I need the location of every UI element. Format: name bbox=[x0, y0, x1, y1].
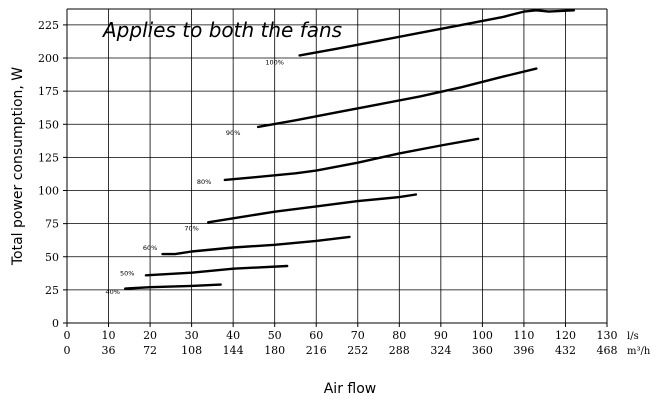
x-tick-label-primary: 100 bbox=[472, 329, 493, 342]
curve-label-60pct: 60% bbox=[143, 244, 157, 252]
x-tick-label-secondary: 432 bbox=[555, 344, 576, 357]
curve-label-40pct: 40% bbox=[105, 288, 119, 296]
x-tick-label-secondary: 360 bbox=[472, 344, 493, 357]
x-tick-label-primary: 20 bbox=[143, 329, 157, 342]
x-tick-label-primary: 0 bbox=[64, 329, 71, 342]
x-unit-primary: l/s bbox=[627, 331, 639, 342]
x-tick-label-primary: 70 bbox=[351, 329, 365, 342]
x-tick-label-secondary: 288 bbox=[389, 344, 410, 357]
x-tick-label-secondary: 72 bbox=[143, 344, 157, 357]
curve-40pct bbox=[124, 283, 222, 290]
y-tick-label: 175 bbox=[38, 85, 59, 98]
annotation-text: Applies to both the fans bbox=[101, 18, 342, 42]
curve-label-90pct: 90% bbox=[226, 129, 240, 137]
y-tick-label: 0 bbox=[52, 317, 59, 330]
y-tick-label: 25 bbox=[45, 284, 59, 297]
curve-90pct bbox=[256, 67, 538, 129]
y-tick-label: 75 bbox=[45, 218, 59, 231]
x-tick-label-primary: 80 bbox=[392, 329, 406, 342]
labels: 0255075100125150175200225001036207230108… bbox=[38, 19, 618, 357]
curve-label-80pct: 80% bbox=[197, 178, 211, 186]
y-tick-label: 225 bbox=[38, 19, 59, 32]
curve-80pct bbox=[223, 137, 480, 182]
x-tick-label-primary: 60 bbox=[309, 329, 323, 342]
x-tick-label-primary: 130 bbox=[597, 329, 618, 342]
y-axis-title: Total power consumption, W bbox=[10, 67, 26, 266]
x-tick-label-secondary: 216 bbox=[306, 344, 327, 357]
curve-50pct bbox=[144, 264, 289, 277]
y-tick-label: 50 bbox=[45, 251, 59, 264]
x-axis-title: Air flow bbox=[324, 381, 377, 397]
curve-100pct bbox=[298, 9, 575, 57]
x-tick-label-secondary: 0 bbox=[64, 344, 71, 357]
x-tick-label-primary: 50 bbox=[268, 329, 282, 342]
x-tick-label-primary: 110 bbox=[513, 329, 534, 342]
x-tick-label-primary: 90 bbox=[434, 329, 448, 342]
x-tick-label-secondary: 468 bbox=[597, 344, 618, 357]
x-tick-label-primary: 30 bbox=[185, 329, 199, 342]
curve-label-50pct: 50% bbox=[120, 269, 134, 277]
x-tick-label-secondary: 36 bbox=[102, 344, 116, 357]
y-tick-label: 125 bbox=[38, 151, 59, 164]
x-tick-label-secondary: 180 bbox=[264, 344, 285, 357]
y-tick-label: 150 bbox=[38, 118, 59, 131]
x-unit-secondary: m³/h bbox=[627, 346, 651, 357]
x-tick-label-secondary: 108 bbox=[181, 344, 202, 357]
x-tick-label-primary: 10 bbox=[102, 329, 116, 342]
y-tick-label: 100 bbox=[38, 185, 59, 198]
x-tick-label-secondary: 144 bbox=[223, 344, 244, 357]
x-tick-label-secondary: 252 bbox=[347, 344, 368, 357]
y-tick-label: 200 bbox=[38, 52, 59, 65]
x-tick-label-primary: 40 bbox=[226, 329, 240, 342]
axes bbox=[63, 8, 608, 327]
curve-70pct bbox=[207, 193, 418, 224]
x-tick-label-secondary: 396 bbox=[513, 344, 534, 357]
curve-label-70pct: 70% bbox=[184, 224, 198, 232]
curve-label-100pct: 100% bbox=[265, 59, 284, 67]
curves bbox=[124, 9, 575, 290]
x-tick-label-secondary: 324 bbox=[430, 344, 451, 357]
curve-60pct bbox=[161, 235, 351, 256]
x-tick-label-primary: 120 bbox=[555, 329, 576, 342]
